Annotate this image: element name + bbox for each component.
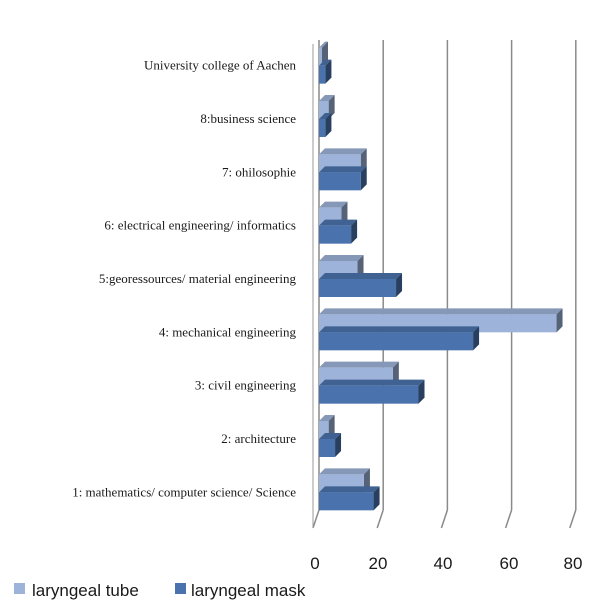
bar-laryngeal-mask-cat-3-top [319, 379, 425, 386]
bar-laryngeal-tube-cat-3-top [319, 361, 399, 368]
bar-laryngeal-mask-cat-9-side [325, 59, 332, 84]
x-tick-label-60: 60 [500, 554, 519, 573]
bar-laryngeal-mask-cat-8-top [319, 113, 332, 119]
bar-laryngeal-mask-cat-2-front [319, 439, 336, 457]
bar-laryngeal-tube-cat-2-front [319, 421, 329, 439]
bar-laryngeal-mask-cat-7 [319, 166, 367, 191]
category-label-cat-3: 3: civil engineering [195, 378, 297, 393]
bar-laryngeal-tube-cat-9-top [319, 41, 328, 48]
category-label-cat-1: 1: mathematics/ computer science/ Scienc… [72, 484, 296, 499]
bars [319, 41, 563, 511]
category-label-cat-9: University college of Aachen [144, 58, 296, 73]
category-label-cat-5: 5:georessources/ material engineering [99, 271, 297, 286]
bar-laryngeal-mask-cat-4-top [319, 326, 480, 333]
bar-laryngeal-tube-cat-8-front [319, 101, 329, 119]
bar-laryngeal-tube-cat-2-top [319, 415, 335, 421]
bar-laryngeal-mask-cat-4-side [473, 326, 480, 351]
bar-laryngeal-mask-cat-2 [319, 433, 342, 457]
legend-label-laryngeal-mask: laryngeal mask [191, 581, 306, 600]
category-label-cat-4: 4: mechanical engineering [159, 324, 297, 339]
bar-laryngeal-mask-cat-3-side [418, 379, 425, 404]
category-label-cat-2: 2: architecture [221, 431, 296, 446]
bar-laryngeal-tube-cat-9-front [319, 47, 322, 66]
bar-laryngeal-mask-cat-4-front [319, 332, 474, 351]
gridline-floor-40 [440, 509, 449, 529]
bar-laryngeal-tube-cat-5-top [319, 255, 364, 261]
bar-laryngeal-mask-cat-2-side [335, 433, 342, 457]
legend-item-laryngeal-mask: laryngeal mask [175, 581, 306, 600]
bar-laryngeal-mask-cat-6 [319, 219, 358, 244]
bar-laryngeal-mask-cat-8-front [319, 119, 326, 137]
bar-laryngeal-mask-cat-8-side [325, 113, 332, 137]
category-label-cat-8: 8:business science [200, 111, 296, 126]
bar-laryngeal-tube-cat-8-top [319, 95, 335, 101]
category-labels: 1: mathematics/ computer science/ Scienc… [72, 58, 296, 500]
gridline-floor-80 [569, 509, 577, 529]
legend: laryngeal tube laryngeal mask [14, 581, 306, 600]
bar-laryngeal-mask-cat-6-front [319, 225, 352, 244]
gridline-floor-60 [504, 509, 513, 529]
category-label-cat-6: 6: electrical engineering/ informatics [104, 218, 296, 233]
bar-laryngeal-tube-cat-4-top [319, 308, 563, 315]
x-tick-label-20: 20 [369, 554, 388, 573]
bar-laryngeal-tube-cat-9-side [322, 41, 328, 66]
bar-laryngeal-mask-cat-9-front [319, 65, 326, 84]
gridline-floor-0 [312, 509, 320, 529]
bar-laryngeal-tube-cat-4-side [556, 308, 563, 333]
x-tick-label-40: 40 [434, 554, 453, 573]
bar-laryngeal-tube-cat-1-top [319, 468, 370, 475]
legend-swatch-laryngeal-mask [175, 583, 186, 594]
bar-laryngeal-tube-cat-9 [319, 41, 328, 66]
bar-laryngeal-mask-cat-5 [319, 273, 403, 297]
legend-label-laryngeal-tube: laryngeal tube [32, 581, 139, 600]
bar-laryngeal-mask-cat-3-front [319, 385, 419, 404]
bar-laryngeal-mask-cat-2-top [319, 433, 342, 439]
bar-laryngeal-mask-cat-7-top [319, 166, 367, 173]
bar-laryngeal-mask-cat-9 [319, 59, 332, 84]
bar-laryngeal-mask-cat-1 [319, 486, 380, 511]
x-tick-label-0: 0 [310, 554, 319, 573]
gridline-floor-20 [376, 509, 384, 529]
bar-laryngeal-mask-cat-8 [319, 113, 332, 137]
bar-laryngeal-mask-cat-6-side [351, 219, 358, 244]
bar-laryngeal-mask-cat-5-front [319, 279, 397, 297]
bar-laryngeal-mask-cat-1-front [319, 492, 374, 511]
bar-laryngeal-mask-cat-4 [319, 326, 480, 351]
legend-item-laryngeal-tube: laryngeal tube [14, 581, 139, 600]
bar-laryngeal-mask-cat-6-top [319, 219, 358, 226]
bar-laryngeal-mask-cat-1-side [373, 486, 380, 511]
x-axis-ticks: 0 20 40 60 80 [310, 554, 582, 573]
bar-laryngeal-mask-cat-1-top [319, 486, 380, 493]
bar-laryngeal-mask-cat-5-top [319, 273, 403, 279]
bar-laryngeal-tube-cat-7-top [319, 148, 367, 155]
bar-laryngeal-mask-cat-3 [319, 379, 425, 404]
bar-laryngeal-mask-cat-7-front [319, 172, 361, 191]
category-label-cat-7: 7: ohilosophie [222, 164, 296, 179]
bar-laryngeal-mask-cat-5-side [396, 273, 403, 297]
legend-swatch-laryngeal-tube [14, 583, 25, 594]
bar-laryngeal-tube-cat-6-top [319, 201, 348, 208]
bar-laryngeal-mask-cat-7-side [360, 166, 367, 191]
x-tick-label-80: 80 [564, 554, 583, 573]
bar-laryngeal-mask-cat-9-top [319, 59, 332, 66]
